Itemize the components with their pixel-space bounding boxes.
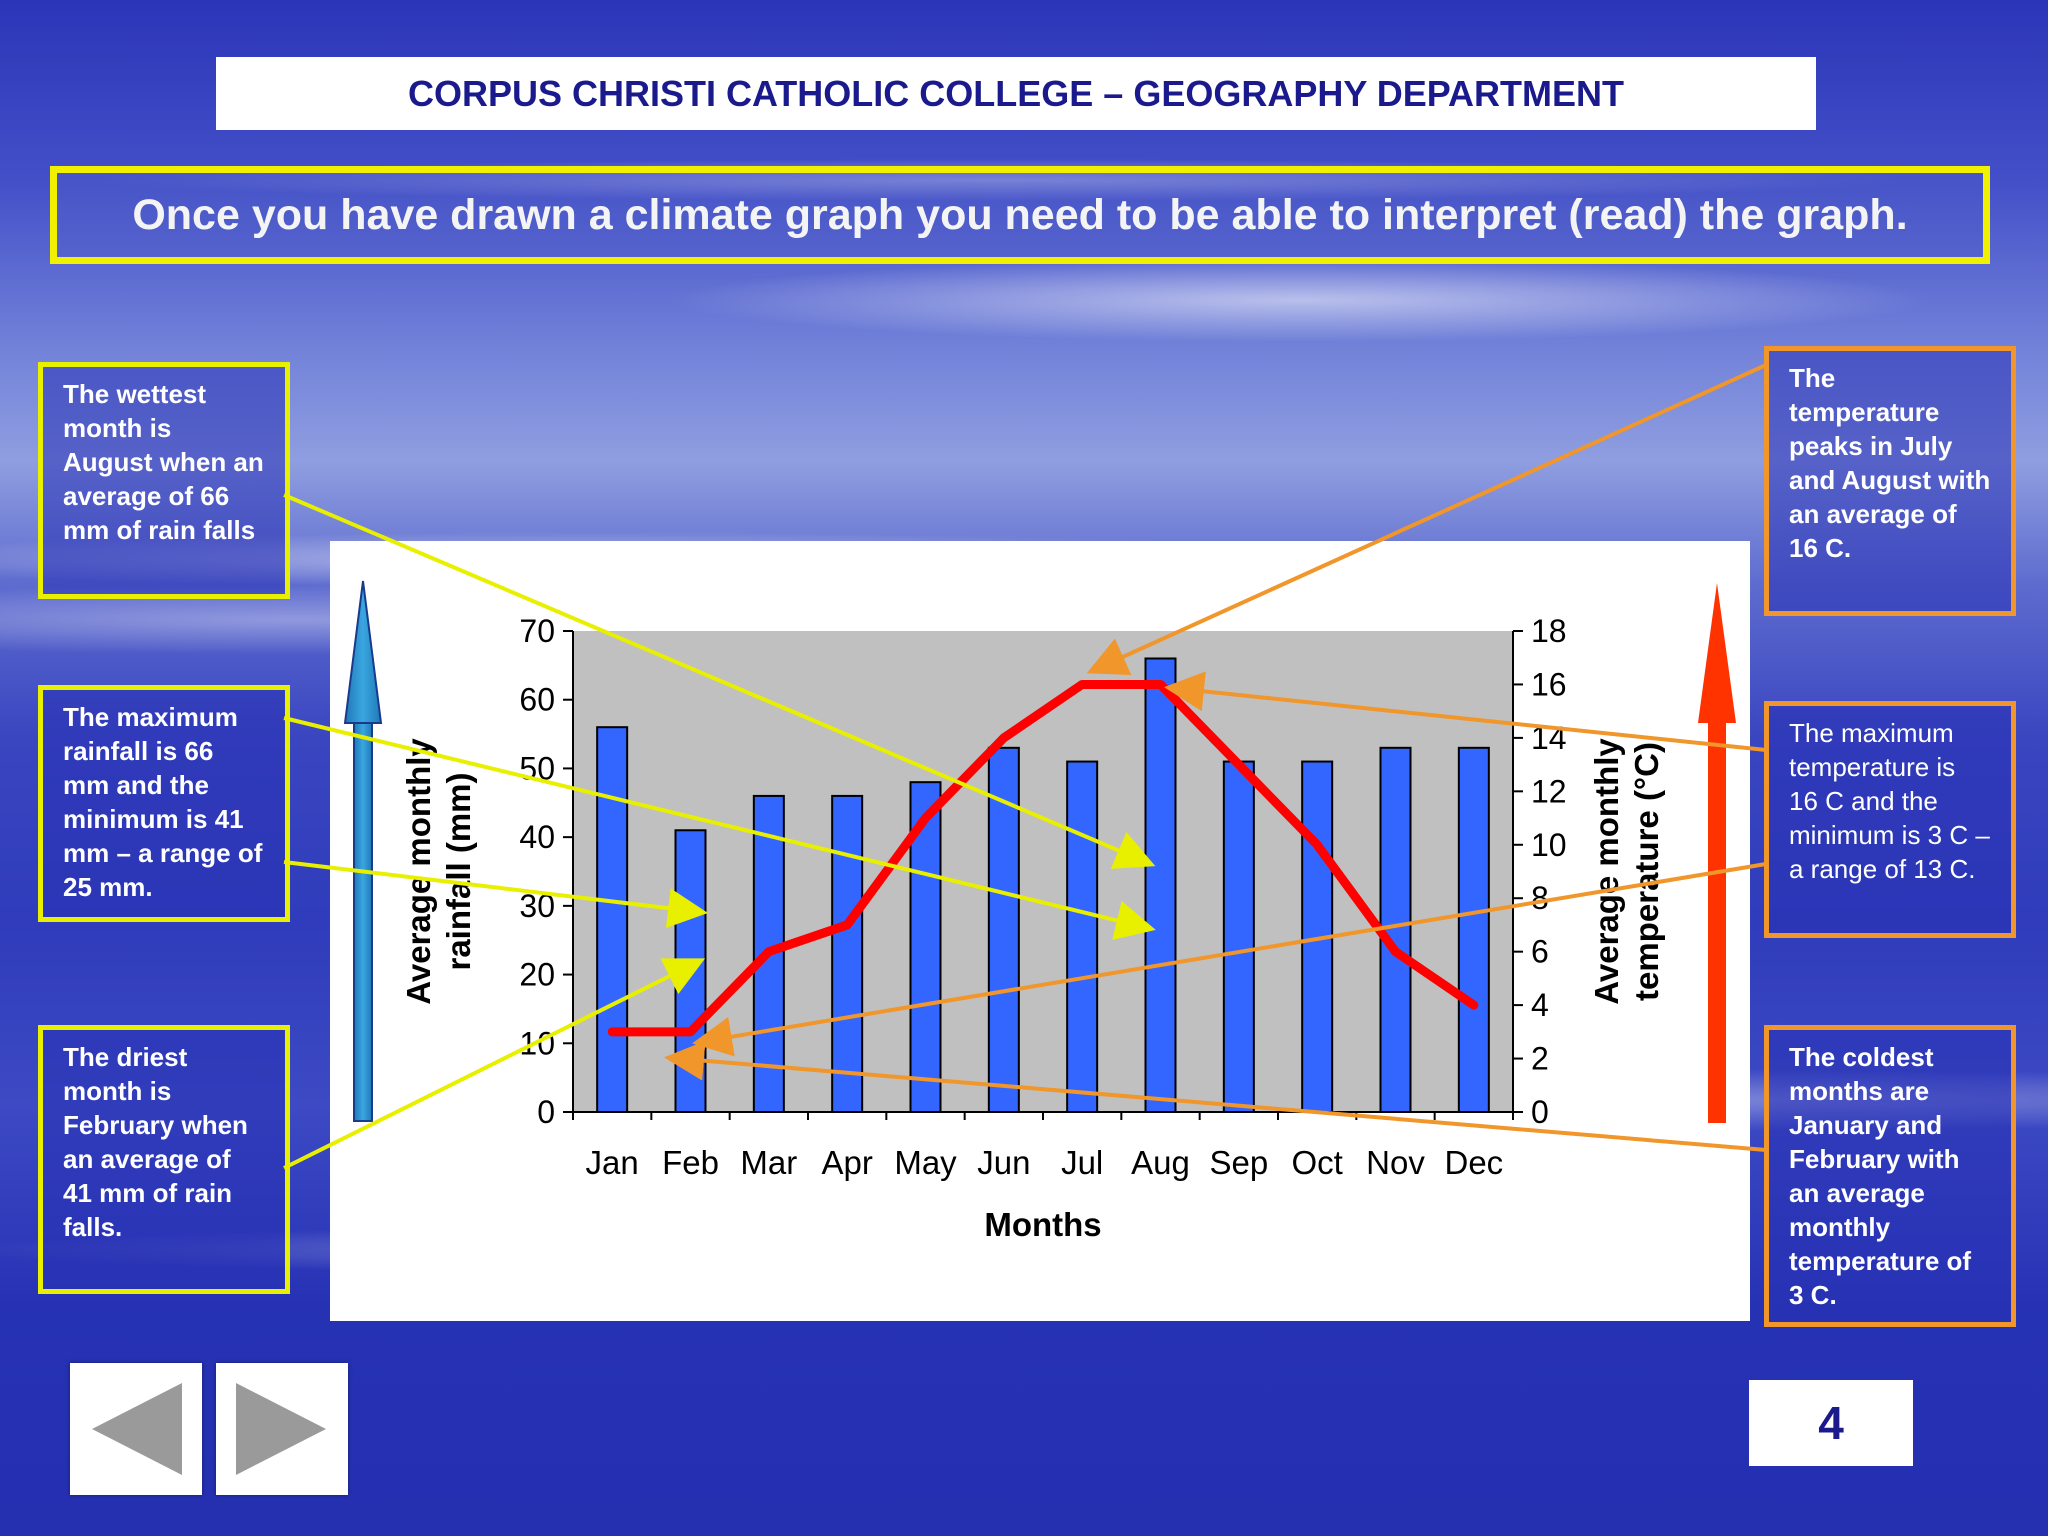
rainfall-bar	[1457, 746, 1490, 1113]
callout-rain-range: The maximum rainfall is 66 mm and the mi…	[38, 685, 290, 922]
x-tick-label: Jun	[977, 1144, 1030, 1181]
temperature-point	[845, 922, 850, 927]
x-tick-label: Nov	[1366, 1144, 1425, 1181]
rainfall-bar	[674, 829, 707, 1113]
previous-slide-button[interactable]	[70, 1363, 202, 1495]
temperature-point	[1158, 682, 1163, 687]
temperature-point	[1001, 735, 1006, 740]
callout-temp-peak: The temperature peaks in July and August…	[1764, 346, 2016, 616]
left-tick-label: 30	[519, 888, 555, 924]
temperature-point	[1315, 842, 1320, 847]
left-triangle-icon	[92, 1383, 182, 1475]
temperature-point	[923, 816, 928, 821]
next-slide-button[interactable]	[216, 1363, 348, 1495]
climate-graph-panel: 0 10 20 30 40 50 60 70 0 2 4 6 8 10 12 14 16 18 Jan Feb Mar…	[330, 541, 1750, 1321]
rainfall-bar	[1222, 760, 1255, 1114]
x-tick-label: Oct	[1291, 1144, 1342, 1181]
rainfall-bar	[987, 746, 1020, 1113]
x-tick-label: Jan	[586, 1144, 639, 1181]
rainfall-bar	[1144, 657, 1177, 1113]
temperature-point	[688, 1029, 693, 1034]
right-axis-title: Average monthlytemperature (°C)	[1588, 738, 1665, 1005]
right-tick-label: 0	[1531, 1094, 1549, 1130]
rainfall-bar	[1301, 760, 1334, 1114]
x-tick-label: Aug	[1131, 1144, 1190, 1181]
x-tick-label: Apr	[821, 1144, 872, 1181]
temp-arrow-shaft	[1708, 723, 1726, 1123]
rainfall-bar	[1066, 760, 1099, 1114]
left-tick-label: 20	[519, 957, 555, 993]
x-tick-label: Sep	[1209, 1144, 1268, 1181]
right-tick-label: 16	[1531, 666, 1567, 702]
temperature-point	[1471, 1003, 1476, 1008]
x-axis-title: Months	[984, 1206, 1101, 1243]
left-tick-label: 70	[519, 613, 555, 649]
temperature-point	[1080, 682, 1085, 687]
header-title: CORPUS CHRISTI CATHOLIC COLLEGE – GEOGRA…	[216, 57, 1816, 130]
right-tick-label: 14	[1531, 720, 1567, 756]
right-triangle-icon	[236, 1383, 326, 1475]
right-tick-label: 8	[1531, 880, 1549, 916]
callout-driest: The driest month is February when an ave…	[38, 1025, 290, 1294]
rainfall-bar	[831, 794, 864, 1114]
callout-temp-range: The maximum temperature is 16 C and the …	[1764, 701, 2016, 938]
plot-area	[573, 631, 1513, 1112]
climate-graph: 0 10 20 30 40 50 60 70 0 2 4 6 8 10 12 14 16 18 Jan Feb Mar…	[343, 580, 1736, 1243]
up-arrow-icon	[343, 580, 383, 724]
rainfall-bar	[596, 726, 629, 1113]
left-tick-label: 50	[519, 750, 555, 786]
callout-wettest: The wettest month is August when an aver…	[38, 362, 290, 599]
up-arrow-icon	[1698, 583, 1736, 723]
temperature-point	[766, 949, 771, 954]
left-tick-label: 40	[519, 819, 555, 855]
instruction-banner: Once you have drawn a climate graph you …	[50, 166, 1990, 264]
right-tick-label: 2	[1531, 1041, 1549, 1077]
left-tick-label: 10	[519, 1025, 555, 1061]
right-tick-label: 12	[1531, 773, 1567, 809]
left-tick-label: 60	[519, 682, 555, 718]
temperature-point	[1236, 762, 1241, 767]
rain-arrow-shaft	[353, 722, 373, 1122]
right-tick-label: 6	[1531, 934, 1549, 970]
temperature-point	[610, 1029, 615, 1034]
right-tick-label: 10	[1531, 827, 1567, 863]
left-tick-label: 0	[537, 1094, 555, 1130]
right-tick-label: 4	[1531, 987, 1549, 1023]
x-tick-label: Mar	[740, 1144, 797, 1181]
right-tick-label: 18	[1531, 613, 1567, 649]
callout-coldest: The coldest months are January and Febru…	[1764, 1025, 2016, 1327]
x-tick-label: Jul	[1061, 1144, 1103, 1181]
x-tick-label: May	[894, 1144, 957, 1181]
x-tick-label: Dec	[1444, 1144, 1503, 1181]
temperature-point	[1393, 949, 1398, 954]
left-axis-title: Average monthlyrainfall (mm)	[400, 738, 477, 1005]
x-tick-label: Feb	[662, 1144, 719, 1181]
page-number: 4	[1749, 1380, 1913, 1466]
